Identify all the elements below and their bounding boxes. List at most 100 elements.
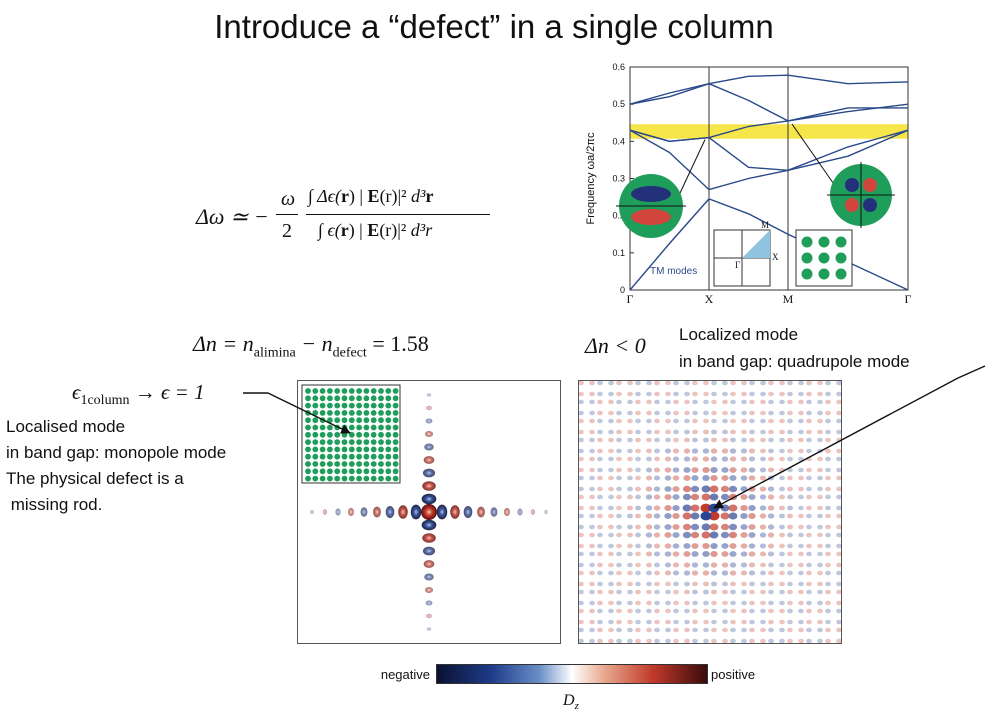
rod xyxy=(334,417,341,424)
quad-lobe xyxy=(825,448,831,454)
quad-lobe xyxy=(759,475,767,481)
quad-lobe xyxy=(779,589,785,595)
quad-lobe xyxy=(635,456,641,462)
quad-lobe xyxy=(730,429,736,435)
quad-lobe xyxy=(779,467,785,473)
rod xyxy=(312,468,319,475)
y-axis-label: Frequency ωa/2πc xyxy=(585,132,597,224)
horizontal-lobe xyxy=(373,506,381,518)
quad-lobe xyxy=(730,600,736,606)
quad-lobe xyxy=(579,486,584,492)
rod xyxy=(835,268,847,280)
quad-lobe xyxy=(579,410,584,416)
quad-lobe xyxy=(836,619,841,625)
quad-lobe xyxy=(825,513,831,519)
quad-lobe xyxy=(836,581,841,587)
quad-lobe xyxy=(616,589,622,595)
band-diagram: 0 0.1 0.2 0.3 0.4 0.5 0.6 Γ X M Γ Frequency ωa/2πc T… xyxy=(585,62,912,306)
quad-lobe xyxy=(787,381,793,386)
quad-lobe xyxy=(722,608,728,614)
y-tick-label: 0.5 xyxy=(612,99,625,109)
rod xyxy=(334,395,341,402)
quad-lobe xyxy=(673,437,679,443)
rod xyxy=(356,468,362,475)
quad-lobe xyxy=(741,627,747,633)
quad-lobe xyxy=(806,608,812,614)
note-line: in band gap: quadrupole mode xyxy=(679,352,910,371)
vertical-lobe xyxy=(424,431,434,437)
quad-lobe xyxy=(654,429,660,435)
quad-lobe xyxy=(836,418,841,424)
quad-lobe xyxy=(579,429,584,435)
rod xyxy=(327,461,333,467)
rod xyxy=(319,410,326,416)
quad-lobe xyxy=(654,570,660,576)
quad-lobe xyxy=(616,418,622,424)
red-lobe xyxy=(863,178,877,192)
quad-lobe xyxy=(608,608,614,614)
quad-lobe xyxy=(616,581,622,587)
quad-lobe xyxy=(779,532,785,538)
quad-lobe xyxy=(627,581,633,587)
rod xyxy=(348,410,355,416)
quad-lobe xyxy=(825,418,831,424)
rod xyxy=(327,388,333,394)
quad-lobe xyxy=(579,562,584,568)
quad-lobe xyxy=(825,505,831,511)
rod xyxy=(319,461,326,467)
quad-lobe xyxy=(665,589,671,595)
quad-lobe xyxy=(787,513,793,519)
rod xyxy=(327,417,333,424)
quad-lobe xyxy=(653,524,661,530)
rod xyxy=(370,475,377,482)
quad-lobe xyxy=(779,437,785,443)
quad-lobe xyxy=(806,562,812,568)
quad-lobe xyxy=(708,511,720,521)
quad-lobe xyxy=(836,524,841,530)
quad-lobe xyxy=(579,505,584,511)
quad-lobe xyxy=(817,562,823,568)
quad-lobe xyxy=(709,485,719,493)
quad-lobe xyxy=(787,494,793,500)
quad-lobe xyxy=(635,437,641,443)
rod xyxy=(341,446,348,453)
rod xyxy=(334,453,341,460)
quad-lobe xyxy=(749,437,755,443)
red-lobe xyxy=(631,209,671,225)
rod xyxy=(356,431,362,438)
quad-lobe xyxy=(722,589,728,595)
quad-lobe xyxy=(748,532,756,538)
quad-lobe xyxy=(654,562,660,568)
quad-lobe xyxy=(627,418,633,424)
quad-lobe xyxy=(664,467,672,473)
quad-lobe xyxy=(825,543,831,549)
quad-lobe xyxy=(665,418,671,424)
quad-lobe xyxy=(627,570,633,576)
rod xyxy=(378,453,384,460)
quad-lobe xyxy=(798,524,804,530)
rod xyxy=(348,475,355,482)
quad-lobe xyxy=(825,494,831,500)
quad-lobe xyxy=(787,562,793,568)
quad-lobe xyxy=(645,467,653,473)
quad-lobe xyxy=(645,513,653,519)
quad-lobe xyxy=(672,551,680,557)
quad-lobe xyxy=(806,543,812,549)
quad-lobe xyxy=(597,551,603,557)
rod xyxy=(327,395,333,402)
quad-lobe xyxy=(741,600,747,606)
quad-lobe xyxy=(806,448,812,454)
quad-lobe xyxy=(597,494,603,500)
quad-lobe xyxy=(836,429,841,435)
rod xyxy=(312,446,319,453)
quad-lobe xyxy=(589,448,595,454)
quad-lobe xyxy=(836,399,841,405)
quad-lobe xyxy=(684,627,690,633)
quad-lobe xyxy=(597,399,603,405)
quad-lobe xyxy=(722,581,728,587)
rod xyxy=(392,453,399,460)
quad-lobe xyxy=(740,513,748,519)
quad-lobe xyxy=(645,475,653,481)
quad-lobe xyxy=(692,418,698,424)
quad-lobe xyxy=(627,589,633,595)
